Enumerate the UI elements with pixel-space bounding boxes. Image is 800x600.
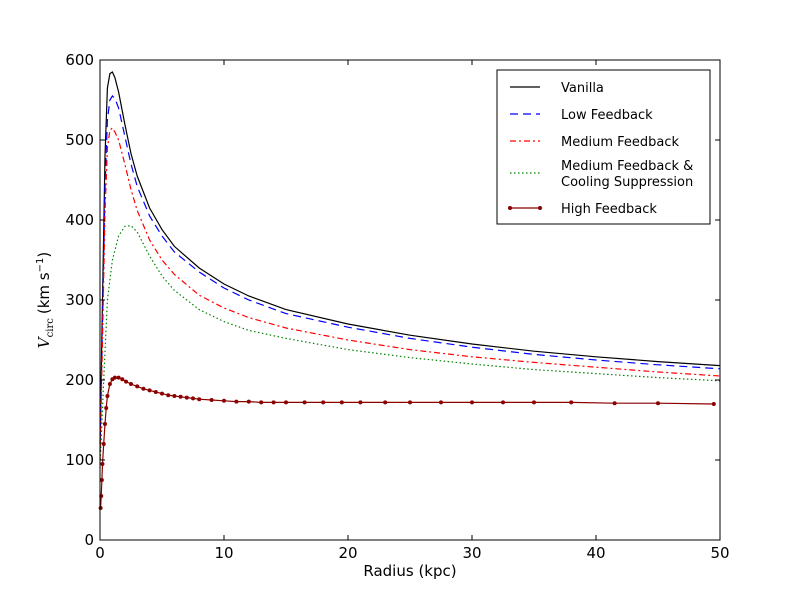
data-point: [711, 402, 716, 406]
data-point: [105, 394, 110, 398]
data-point: [259, 400, 264, 405]
series-line-1: [99, 95, 721, 453]
data-point: [120, 377, 125, 382]
data-point: [184, 395, 189, 400]
y-tick-label: 400: [65, 211, 94, 229]
x-tick-label: 30: [462, 544, 481, 562]
legend-box: [496, 69, 711, 225]
data-point: [178, 394, 183, 399]
data-point: [284, 400, 288, 405]
y-axis-label-units: (km s: [35, 272, 53, 314]
x-axis-label: Radius (kpc): [363, 562, 456, 580]
data-point: [153, 390, 158, 394]
data-point: [99, 478, 104, 482]
data-point: [439, 400, 443, 405]
legend-label-4: High Feedback: [561, 202, 657, 217]
y-tick-label: 200: [65, 371, 94, 389]
data-point: [172, 394, 177, 398]
y-axis-label-symbol: V: [35, 335, 53, 348]
data-point: [532, 400, 536, 405]
data-point: [147, 388, 152, 393]
data-point: [222, 398, 226, 403]
data-point: [656, 401, 660, 406]
series-line-0: [99, 71, 721, 445]
legend: Vanilla Low Feedback Medium Feedback Medium…: [496, 69, 711, 225]
data-point: [383, 400, 388, 405]
y-axis-label-close: ): [35, 252, 53, 258]
legend-label-2: Medium Feedback: [561, 135, 679, 150]
data-point: [408, 400, 412, 405]
y-tick-label: 500: [65, 131, 94, 149]
data-point: [246, 399, 251, 404]
data-point: [470, 400, 474, 405]
data-point: [612, 401, 617, 406]
x-tick-label: 50: [710, 544, 729, 562]
data-point: [234, 399, 239, 404]
data-point: [191, 396, 195, 401]
series-layer: [98, 71, 721, 510]
y-axis-label-exponent: −1: [35, 258, 46, 273]
data-point: [116, 375, 121, 380]
data-point: [102, 422, 107, 426]
data-point: [569, 400, 574, 405]
y-axis-label: Vcirc (km s−1): [35, 252, 56, 348]
data-point: [141, 386, 146, 391]
data-point: [209, 398, 214, 402]
data-point: [166, 393, 171, 398]
data-point: [135, 384, 140, 389]
legend-label-0: Vanilla: [561, 81, 604, 96]
data-point: [302, 400, 307, 405]
data-point: [98, 506, 103, 510]
legend-label-1: Low Feedback: [561, 108, 653, 123]
series-line-2: [99, 127, 721, 461]
data-point: [271, 400, 276, 405]
data-point: [101, 442, 106, 446]
y-tick-label: 100: [65, 451, 94, 469]
data-point: [112, 375, 117, 380]
data-point: [104, 406, 109, 410]
legend-marker: [538, 206, 542, 210]
x-tick-label: 0: [95, 544, 105, 562]
data-point: [160, 391, 164, 396]
data-point: [129, 382, 133, 386]
y-tick-label: 300: [65, 291, 94, 309]
y-axis-label-subscript: circ: [45, 318, 56, 338]
data-point: [501, 400, 505, 405]
legend-marker: [508, 206, 512, 210]
data-point: [358, 400, 363, 405]
data-point: [197, 397, 202, 402]
legend-items: Vanilla Low Feedback Medium Feedback Medium…: [508, 81, 693, 217]
x-tick-label: 10: [214, 544, 233, 562]
data-point: [321, 400, 326, 405]
x-tick-label: 40: [586, 544, 605, 562]
data-point: [100, 462, 105, 466]
data-point: [124, 379, 129, 384]
y-tick-label: 600: [65, 51, 94, 69]
legend-label-3: Medium Feedback & Cooling Suppression: [561, 159, 693, 190]
series-line-3: [99, 224, 721, 469]
x-tick-label: 20: [338, 544, 357, 562]
y-tick-label: 0: [84, 531, 94, 549]
data-point: [107, 382, 112, 386]
data-point: [339, 400, 344, 405]
